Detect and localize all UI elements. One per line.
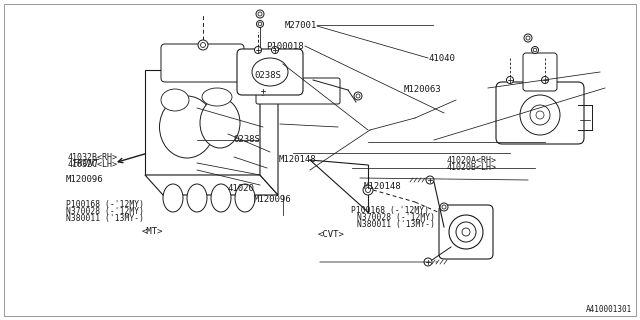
Circle shape xyxy=(442,205,446,209)
FancyBboxPatch shape xyxy=(439,205,493,259)
Circle shape xyxy=(456,222,476,242)
Ellipse shape xyxy=(235,184,255,212)
Circle shape xyxy=(524,34,532,42)
Circle shape xyxy=(262,64,278,80)
Text: A410001301: A410001301 xyxy=(586,305,632,314)
Circle shape xyxy=(257,20,264,28)
Circle shape xyxy=(365,188,371,193)
Ellipse shape xyxy=(211,184,231,212)
Text: 0238S: 0238S xyxy=(255,71,282,80)
Circle shape xyxy=(530,105,550,125)
Ellipse shape xyxy=(163,184,183,212)
Text: M120096: M120096 xyxy=(66,175,104,184)
Circle shape xyxy=(449,215,483,249)
Text: M27001: M27001 xyxy=(285,21,317,30)
Circle shape xyxy=(520,95,560,135)
Circle shape xyxy=(533,48,537,52)
Circle shape xyxy=(256,10,264,18)
Text: 41032C<LH>: 41032C<LH> xyxy=(67,160,117,169)
Text: M120096: M120096 xyxy=(253,195,291,204)
FancyBboxPatch shape xyxy=(523,53,557,91)
Circle shape xyxy=(271,46,278,53)
Ellipse shape xyxy=(202,88,232,106)
Text: M120148: M120148 xyxy=(278,155,316,164)
Circle shape xyxy=(258,12,262,16)
Circle shape xyxy=(356,94,360,98)
Polygon shape xyxy=(145,175,278,195)
Text: 41020B<LH>: 41020B<LH> xyxy=(447,163,497,172)
Text: M120148: M120148 xyxy=(364,182,401,191)
Circle shape xyxy=(354,92,362,100)
Circle shape xyxy=(541,76,548,84)
Text: N370028 (-'12MY): N370028 (-'12MY) xyxy=(357,213,435,222)
Text: 41020A<RH>: 41020A<RH> xyxy=(447,156,497,165)
Text: 41032B<RH>: 41032B<RH> xyxy=(67,153,117,162)
Circle shape xyxy=(363,185,373,195)
Text: P100168 (-'12MY): P100168 (-'12MY) xyxy=(66,200,144,209)
Circle shape xyxy=(462,228,470,236)
Circle shape xyxy=(531,46,538,53)
Ellipse shape xyxy=(187,184,207,212)
FancyBboxPatch shape xyxy=(496,82,584,144)
Circle shape xyxy=(258,22,262,26)
Ellipse shape xyxy=(161,89,189,111)
Circle shape xyxy=(259,87,267,95)
Ellipse shape xyxy=(159,96,214,158)
Text: N370028 (-'12MY): N370028 (-'12MY) xyxy=(66,207,144,216)
Circle shape xyxy=(424,258,432,266)
Text: FRONT: FRONT xyxy=(72,159,99,168)
Circle shape xyxy=(440,203,448,211)
Circle shape xyxy=(426,176,434,184)
Circle shape xyxy=(526,36,530,40)
Circle shape xyxy=(255,46,262,53)
FancyBboxPatch shape xyxy=(237,49,303,95)
FancyBboxPatch shape xyxy=(161,44,244,82)
Text: 41040: 41040 xyxy=(429,54,456,63)
Circle shape xyxy=(200,43,205,47)
Text: N380011 ('13MY-): N380011 ('13MY-) xyxy=(66,214,144,223)
Circle shape xyxy=(536,111,544,119)
Ellipse shape xyxy=(252,58,288,86)
Text: P100168 (-'12MY): P100168 (-'12MY) xyxy=(351,206,429,215)
Text: P100018: P100018 xyxy=(266,42,304,51)
Polygon shape xyxy=(260,70,278,195)
Text: M120063: M120063 xyxy=(403,85,441,94)
Polygon shape xyxy=(145,70,260,175)
Text: N380011 ('13MY-): N380011 ('13MY-) xyxy=(357,220,435,229)
Text: 41020: 41020 xyxy=(227,184,254,193)
Circle shape xyxy=(198,40,208,50)
Text: 0238S: 0238S xyxy=(234,135,260,144)
Circle shape xyxy=(506,76,513,84)
FancyBboxPatch shape xyxy=(256,78,340,104)
Text: <MT>: <MT> xyxy=(141,227,163,236)
Text: <CVT>: <CVT> xyxy=(318,230,345,239)
Ellipse shape xyxy=(200,98,240,148)
